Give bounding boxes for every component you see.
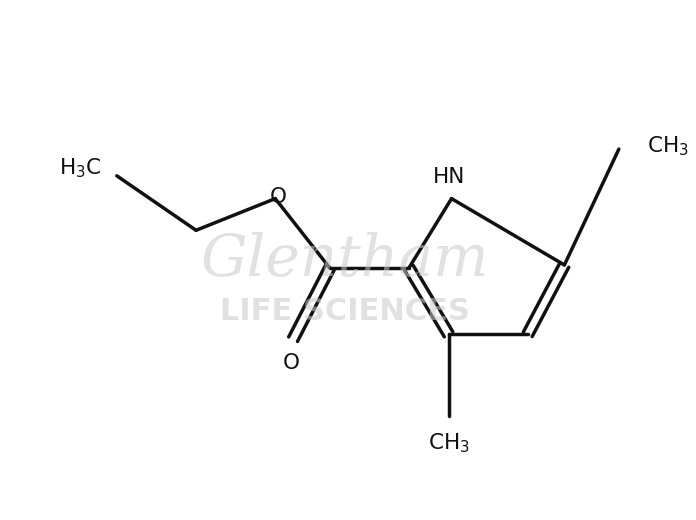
Text: CH$_3$: CH$_3$: [428, 431, 469, 455]
Text: O: O: [283, 353, 299, 373]
Text: H$_3$C: H$_3$C: [58, 156, 101, 180]
Text: O: O: [270, 187, 287, 206]
Text: LIFE SCIENCES: LIFE SCIENCES: [220, 297, 470, 326]
Text: HN: HN: [434, 167, 466, 187]
Text: CH$_3$: CH$_3$: [647, 134, 688, 158]
Text: Glentham: Glentham: [200, 232, 489, 288]
